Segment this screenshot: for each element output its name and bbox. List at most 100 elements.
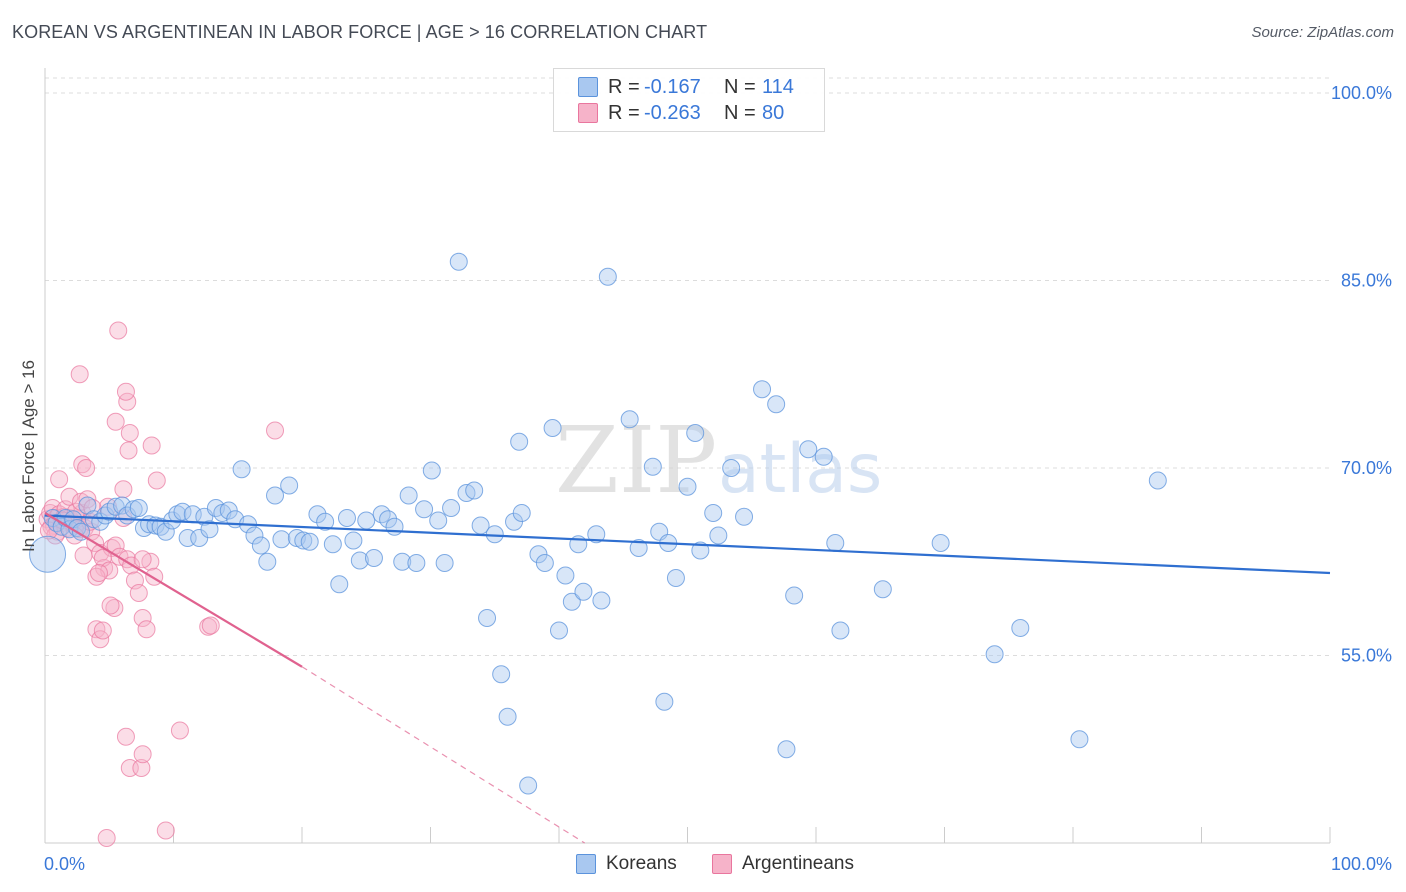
koreans-point bbox=[399, 486, 418, 505]
koreans-point bbox=[510, 432, 529, 451]
koreans-point bbox=[550, 621, 568, 640]
source-label: Source: ZipAtlas.com bbox=[1251, 24, 1394, 41]
argentineans-point bbox=[142, 436, 161, 455]
watermark: ZIP atlas bbox=[555, 407, 882, 514]
y-tick-label: 100.0% bbox=[1331, 83, 1392, 103]
tick-labels: 55.0% 70.0% 85.0% 100.0% 0.0% 100.0% bbox=[44, 83, 1392, 874]
y-tick-label: 70.0% bbox=[1341, 458, 1392, 478]
argentineans-point bbox=[133, 745, 152, 764]
koreans-point bbox=[442, 499, 461, 517]
koreans-point bbox=[1148, 471, 1167, 490]
chart-title: KOREAN VS ARGENTINEAN IN LABOR FORCE | A… bbox=[12, 22, 708, 42]
koreans-point bbox=[587, 525, 606, 544]
koreans-point bbox=[294, 531, 313, 550]
koreans-point bbox=[350, 551, 369, 570]
koreans-point bbox=[1070, 730, 1089, 749]
legend-r-value: -0.263 bbox=[644, 101, 701, 124]
argentineans-point bbox=[116, 727, 135, 746]
koreans-point bbox=[655, 692, 674, 711]
grid-lines bbox=[45, 77, 1330, 656]
koreans-point bbox=[485, 525, 504, 544]
koreans-points bbox=[29, 252, 1167, 795]
koreans-point bbox=[620, 410, 639, 429]
koreans-point bbox=[364, 549, 383, 567]
koreans-point bbox=[666, 569, 685, 587]
legend-n-value: 80 bbox=[762, 101, 785, 124]
koreans-point bbox=[316, 512, 335, 531]
argentineans-point bbox=[97, 829, 116, 847]
koreans-point bbox=[799, 440, 818, 459]
koreans-point bbox=[785, 586, 804, 605]
legend-n-label: N = bbox=[724, 101, 756, 124]
argentineans-point bbox=[133, 550, 152, 569]
koreans-label: Koreans bbox=[606, 853, 677, 874]
koreans-point bbox=[873, 580, 892, 599]
koreans-point bbox=[156, 522, 175, 541]
koreans-point bbox=[498, 707, 517, 726]
koreans-point bbox=[173, 502, 192, 521]
koreans-point bbox=[1011, 619, 1030, 637]
koreans-point bbox=[300, 532, 319, 551]
argentineans-point bbox=[133, 609, 152, 627]
koreans-point bbox=[535, 554, 554, 572]
argentineans-point bbox=[70, 365, 89, 384]
argentineans-point bbox=[116, 382, 135, 401]
legend-row-argentineans: R = -0.263 N = 80 bbox=[578, 101, 784, 125]
koreans-point bbox=[232, 460, 251, 479]
koreans-point bbox=[280, 476, 299, 495]
argentineans-point bbox=[50, 470, 69, 489]
koreans-point bbox=[129, 499, 148, 517]
trendlines bbox=[44, 512, 1331, 844]
koreans-point bbox=[562, 592, 581, 611]
argentineans-point bbox=[120, 424, 139, 442]
argentineans-point bbox=[109, 321, 128, 340]
argentineans-point bbox=[132, 759, 151, 777]
y-tick-label: 55.0% bbox=[1341, 646, 1392, 666]
koreans-point bbox=[686, 424, 705, 442]
koreans-point bbox=[478, 609, 497, 627]
legend-n-label: N = bbox=[724, 75, 756, 98]
koreans-point bbox=[200, 520, 219, 539]
argentineans-point bbox=[129, 584, 148, 602]
axes bbox=[44, 68, 1331, 844]
koreans-point bbox=[722, 459, 741, 477]
koreans-point bbox=[574, 582, 593, 601]
y-axis-label: In Labor Force | Age > 16 bbox=[19, 360, 38, 552]
koreans-point bbox=[465, 481, 484, 500]
argentineans-point bbox=[170, 721, 189, 740]
koreans-point bbox=[831, 621, 850, 640]
koreans-point bbox=[422, 461, 441, 480]
legend-r-value: -0.167 bbox=[644, 75, 701, 98]
argentineans-point bbox=[137, 620, 156, 639]
koreans-point bbox=[753, 380, 772, 399]
koreans-point bbox=[556, 566, 575, 585]
koreans-point bbox=[245, 526, 264, 545]
argentineans-point bbox=[101, 596, 120, 615]
koreans-point bbox=[29, 535, 67, 573]
koreans-point bbox=[543, 419, 562, 437]
legend-r-label: R = bbox=[608, 101, 640, 124]
koreans-point bbox=[330, 575, 349, 594]
koreans-point bbox=[704, 504, 723, 522]
koreans-point bbox=[429, 511, 448, 530]
argentineans-point bbox=[106, 412, 125, 431]
koreans-point bbox=[814, 447, 833, 466]
koreans-point bbox=[385, 517, 404, 536]
koreans-point bbox=[379, 510, 398, 529]
koreans-point bbox=[151, 517, 170, 536]
argentineans-point bbox=[114, 480, 133, 499]
argentineans-point bbox=[201, 616, 220, 635]
koreans-point bbox=[691, 541, 710, 560]
koreans-point bbox=[258, 552, 277, 571]
x-tick-label: 0.0% bbox=[44, 854, 85, 874]
koreans-point bbox=[337, 509, 356, 527]
legend-r-label: R = bbox=[608, 75, 640, 98]
koreans-point bbox=[415, 500, 434, 519]
argentineans-point bbox=[266, 421, 285, 440]
koreans-point bbox=[492, 665, 511, 684]
koreans-point bbox=[435, 554, 454, 572]
argentineans-point bbox=[93, 621, 112, 640]
koreans-trendline bbox=[44, 514, 1331, 575]
koreans-point bbox=[449, 252, 468, 271]
